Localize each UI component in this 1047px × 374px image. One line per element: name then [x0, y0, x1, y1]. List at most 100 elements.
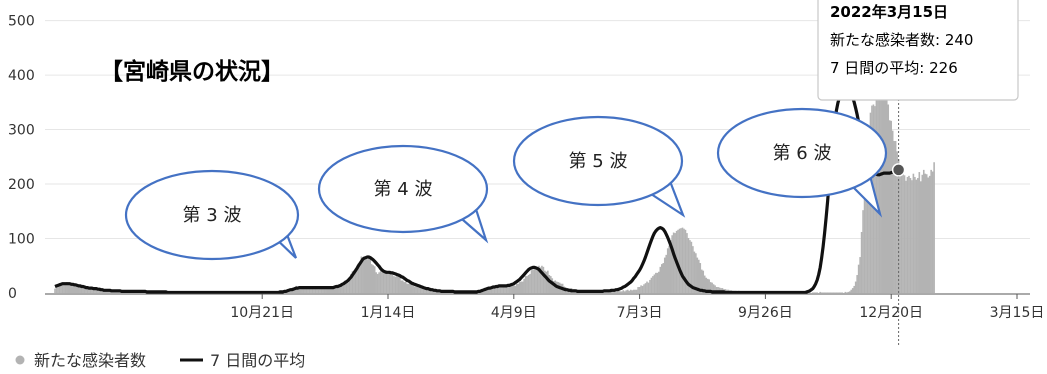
- bar: [646, 281, 648, 293]
- y-axis-ticks: 0 100 200 300 400 500: [8, 14, 35, 302]
- bar: [367, 255, 370, 293]
- bar: [394, 276, 397, 293]
- bar: [328, 288, 330, 293]
- bar: [357, 263, 360, 293]
- bar: [640, 285, 642, 293]
- wave-callouts: 第 3 波 第 4 波 第 5 波 第 6 波: [124, 107, 888, 261]
- bar: [847, 291, 850, 293]
- hover-point[interactable]: [891, 163, 906, 177]
- x-tick-label: 4月9日: [491, 305, 537, 321]
- bar: [345, 281, 348, 293]
- callout-label: 第 3 波: [183, 205, 242, 226]
- bar: [517, 283, 520, 293]
- bar: [535, 266, 537, 293]
- bar: [344, 280, 346, 293]
- bar: [354, 268, 357, 293]
- bar: [326, 288, 329, 293]
- bar: [55, 287, 58, 293]
- bar: [422, 289, 425, 293]
- chart-title: 【宮崎県の状況】: [100, 58, 284, 85]
- bar: [840, 292, 842, 293]
- bar: [498, 285, 500, 293]
- bar: [387, 273, 389, 293]
- bar: [671, 235, 673, 293]
- tooltip-cases: 新たな感染者数: 240: [830, 31, 973, 49]
- bar: [933, 162, 935, 293]
- legend: 新たな感染者数 7 日間の平均: [15, 351, 305, 370]
- bar: [347, 282, 349, 293]
- bar: [638, 287, 641, 293]
- bar: [410, 282, 413, 293]
- bar: [890, 120, 892, 293]
- bar: [378, 272, 380, 293]
- bar: [550, 276, 552, 293]
- bar: [413, 286, 416, 293]
- bar: [513, 284, 515, 293]
- bar: [313, 287, 315, 293]
- bar: [930, 169, 932, 293]
- bar: [495, 288, 497, 293]
- bar: [628, 290, 631, 293]
- bar: [686, 233, 688, 293]
- bar: [339, 284, 342, 293]
- bar: [379, 271, 382, 293]
- wave-callout: 第 5 波: [512, 115, 686, 218]
- bar: [866, 143, 869, 293]
- bar: [894, 141, 897, 293]
- bar: [881, 93, 884, 293]
- bar: [547, 270, 549, 293]
- bar: [668, 245, 670, 293]
- bar: [814, 292, 817, 293]
- bar: [905, 180, 907, 293]
- bar: [687, 237, 690, 293]
- callout-bubble: [317, 144, 489, 234]
- bar: [928, 175, 931, 293]
- bar: [619, 291, 622, 293]
- bar: [74, 284, 77, 293]
- bar: [490, 287, 493, 293]
- bar: [655, 272, 657, 293]
- bar: [663, 257, 666, 293]
- bar: [672, 232, 675, 293]
- bar: [416, 285, 419, 293]
- bar: [896, 151, 898, 293]
- bar: [88, 289, 90, 293]
- bar: [684, 229, 687, 293]
- bar: [89, 288, 92, 293]
- bar: [699, 263, 702, 293]
- bar: [520, 281, 522, 293]
- bar: [544, 270, 546, 293]
- bar: [86, 287, 89, 293]
- bar: [82, 285, 84, 293]
- bar: [493, 286, 496, 293]
- bar: [643, 284, 645, 293]
- bar: [838, 292, 841, 293]
- bar: [860, 231, 863, 293]
- bar: [615, 291, 617, 293]
- bar: [920, 181, 922, 293]
- bar: [809, 292, 811, 293]
- bar: [834, 292, 836, 293]
- y-tick-label: 0: [8, 286, 17, 302]
- bar: [705, 277, 707, 293]
- x-tick-label: 12月20日: [859, 305, 923, 321]
- bar: [390, 272, 392, 293]
- bar: [496, 287, 499, 293]
- bar: [60, 284, 62, 293]
- bar: [717, 287, 719, 293]
- bar: [507, 285, 509, 293]
- x-tick-label: 9月26日: [738, 305, 793, 321]
- bar: [415, 286, 417, 293]
- bar: [487, 289, 490, 293]
- bar: [813, 292, 816, 293]
- tooltip: 2022年3月15日 新たな感染者数: 240 7 日間の平均: 226: [817, 0, 1019, 101]
- bar: [826, 292, 829, 293]
- bar: [366, 259, 369, 293]
- callout-bubble: [512, 115, 684, 207]
- x-axis-ticks: 10月21日 1月14日 4月9日 7月3日 9月26日 12月20日 3月15日: [45, 293, 1044, 321]
- bar: [865, 166, 867, 293]
- bar: [816, 292, 818, 293]
- bar: [662, 263, 665, 293]
- bar: [481, 291, 484, 293]
- bar: [323, 288, 326, 293]
